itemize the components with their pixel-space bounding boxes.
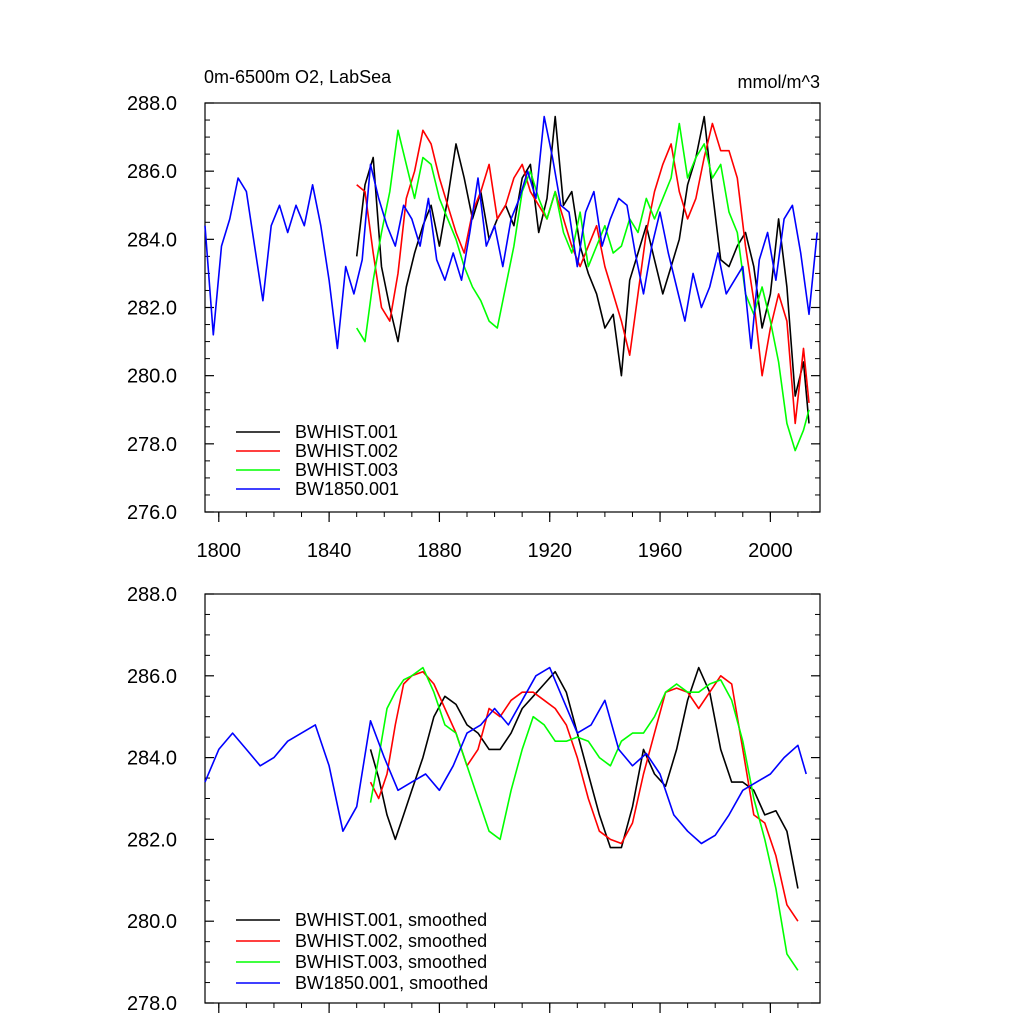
legend-label: BWHIST.001, smoothed (295, 910, 487, 930)
y-tick-label: 280.0 (127, 911, 177, 933)
y-tick-label: 284.0 (127, 229, 177, 251)
x-tick-label: 1880 (417, 540, 462, 562)
y-tick-label: 278.0 (127, 993, 177, 1015)
x-tick-label: 1800 (197, 540, 242, 562)
series-line-bwhist-003 (356, 122, 810, 452)
series-line-bw1850-001 (204, 115, 818, 350)
chart-bottom-smoothed: 278.0 280.0 282.0 284.0 286.0 288.0 BWHIST.001… (127, 584, 821, 1015)
chart-title: 0m-6500m O2, LabSea (204, 67, 392, 87)
y-tick-label: 276.0 (127, 502, 177, 524)
y-tick-label: 284.0 (127, 748, 177, 770)
y-tick-label: 286.0 (127, 666, 177, 688)
chart-units: mmol/m^3 (738, 72, 820, 92)
x-tick-label: 1920 (527, 540, 572, 562)
series-line-bwhist-001 (355, 115, 810, 424)
legend-label: BW1850.001 (295, 479, 399, 499)
chart-top-raw: 0m-6500m O2, LabSea mmol/m^3 276.0 278.0 2… (127, 67, 821, 562)
series-line-bwhist-003-smoothed (369, 666, 799, 971)
x-tick-label: 1840 (307, 540, 352, 562)
legend-label: BWHIST.002, smoothed (295, 931, 487, 951)
y-tick-label: 282.0 (127, 829, 177, 851)
y-tick-label: 286.0 (127, 161, 177, 183)
y-tick-label: 282.0 (127, 298, 177, 320)
legend-label: BWHIST.002 (295, 441, 398, 461)
y-tick-label: 288.0 (127, 93, 177, 115)
series-line-bw1850-001-smoothed (204, 666, 807, 845)
legend-label: BWHIST.003 (295, 460, 398, 480)
y-tick-label: 280.0 (127, 366, 177, 388)
legend-label: BW1850.001, smoothed (295, 973, 488, 993)
x-tick-label: 2000 (748, 540, 793, 562)
legend-label: BWHIST.001 (295, 422, 398, 442)
y-tick-label: 288.0 (127, 584, 177, 606)
series-line-bwhist-002-smoothed (369, 670, 799, 922)
y-tick-label: 278.0 (127, 434, 177, 456)
legend-label: BWHIST.003, smoothed (295, 952, 487, 972)
x-tick-label: 1960 (638, 540, 683, 562)
series-line-bwhist-002 (356, 122, 810, 425)
